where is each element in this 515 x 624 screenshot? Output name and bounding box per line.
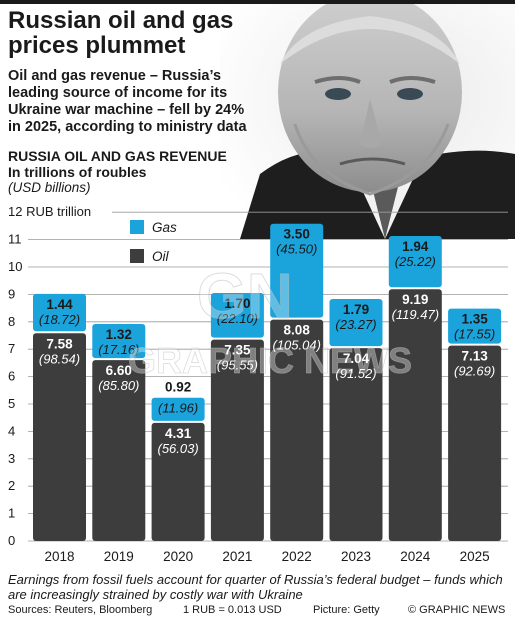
chart-title: RUSSIA OIL AND GAS REVENUE (8, 148, 227, 164)
x-tick-label: 2025 (460, 549, 490, 564)
gas-usd-label: (17.16) (98, 342, 139, 357)
chart-subtitle: In trillions of roubles (8, 164, 147, 180)
oil-value-label: 4.31 (165, 426, 192, 441)
sources: Sources: Reuters, Bloomberg (8, 604, 153, 616)
gas-bar (388, 236, 442, 288)
y-tick-label: 0 (8, 533, 15, 548)
watermark-text: GRAPHIC NEWS (128, 340, 412, 381)
legend-swatch-oil (130, 249, 144, 263)
gas-usd-label: (17.55) (454, 327, 495, 342)
x-tick-label: 2020 (163, 549, 193, 564)
gas-usd-label: (45.50) (276, 242, 317, 257)
y-axis-top-label: 12 RUB trillion (8, 204, 91, 219)
legend-label-gas: Gas (152, 220, 177, 235)
y-tick-label: 5 (8, 396, 15, 411)
oil-value-label: 7.04 (343, 351, 370, 366)
gas-value-label: 1.70 (224, 296, 250, 311)
gas-usd-label: (25.22) (395, 254, 436, 269)
y-tick-label: 10 (8, 259, 22, 274)
oil-value-label: 8.08 (284, 323, 311, 338)
footnote: Earnings from fossil fuels account for q… (8, 572, 503, 602)
oil-bar (388, 289, 442, 541)
oil-usd-label: (91.52) (335, 366, 376, 381)
page-title: Russian oil and gas prices plummet (8, 7, 234, 59)
gas-bar (270, 223, 324, 318)
gas-bar (329, 299, 383, 347)
oil-usd-label: (92.69) (454, 364, 495, 379)
gas-value-label: 1.32 (106, 327, 132, 342)
oil-usd-label: (119.47) (392, 307, 439, 322)
y-tick-label: 6 (8, 369, 15, 384)
oil-bar (329, 348, 383, 541)
oil-value-label: 7.35 (224, 343, 251, 358)
gas-value-label: 1.79 (343, 302, 369, 317)
exchange-rate: 1 RUB = 0.013 USD (183, 604, 282, 616)
oil-bar (210, 339, 264, 541)
chart-unit-note: (USD billions) (8, 180, 91, 195)
y-tick-label: 9 (8, 286, 15, 301)
y-tick-label: 11 (8, 232, 22, 247)
oil-value-label: 6.60 (106, 363, 132, 378)
y-tick-label: 3 (8, 451, 15, 466)
gas-usd-label: (22.10) (217, 311, 258, 326)
x-tick-label: 2021 (222, 549, 252, 564)
oil-bar (448, 345, 502, 541)
gas-usd-label: (11.96) (158, 401, 198, 416)
watermark-logo: GN (197, 260, 293, 332)
gas-bar (448, 308, 502, 344)
gas-bar (151, 397, 205, 421)
top-rule (0, 0, 515, 4)
oil-usd-label: (56.03) (157, 441, 198, 456)
oil-bar (151, 422, 205, 541)
oil-value-label: 7.13 (461, 349, 488, 364)
x-tick-label: 2024 (400, 549, 431, 564)
y-tick-label: 7 (8, 341, 15, 356)
x-tick-label: 2023 (341, 549, 371, 564)
oil-value-label: 9.19 (402, 292, 428, 307)
gas-bar (92, 323, 146, 359)
gas-usd-label: (18.72) (39, 312, 80, 327)
oil-usd-label: (85.80) (98, 378, 139, 393)
y-tick-label: 8 (8, 314, 15, 329)
portrait-photo (220, 4, 515, 239)
gas-value-label: 0.92 (165, 380, 191, 395)
y-tick-label: 1 (8, 506, 15, 521)
picture-credit: Picture: Getty (313, 604, 380, 616)
gas-bar (33, 293, 86, 332)
oil-bar (33, 333, 86, 541)
x-tick-label: 2018 (44, 549, 74, 564)
x-tick-label: 2019 (104, 549, 134, 564)
copyright: © GRAPHIC NEWS (408, 604, 506, 616)
y-tick-label: 4 (8, 423, 15, 438)
y-tick-label: 2 (8, 478, 15, 493)
oil-usd-label: (98.54) (39, 351, 80, 366)
gas-bar (210, 293, 264, 338)
x-tick-label: 2022 (282, 549, 312, 564)
legend-label-oil: Oil (152, 249, 170, 264)
gas-value-label: 1.44 (46, 297, 73, 312)
gas-usd-label: (23.27) (335, 317, 376, 332)
page-subtitle: Oil and gas revenue – Russia’s leading s… (8, 68, 247, 135)
oil-bar (92, 360, 146, 541)
legend-swatch-gas (130, 220, 144, 234)
oil-value-label: 7.58 (46, 336, 73, 351)
oil-usd-label: (105.04) (272, 338, 320, 353)
gas-value-label: 1.35 (461, 312, 488, 327)
gas-value-label: 3.50 (284, 227, 310, 242)
oil-usd-label: (95.55) (217, 358, 258, 373)
oil-bar (270, 319, 324, 541)
gas-value-label: 1.94 (402, 239, 429, 254)
